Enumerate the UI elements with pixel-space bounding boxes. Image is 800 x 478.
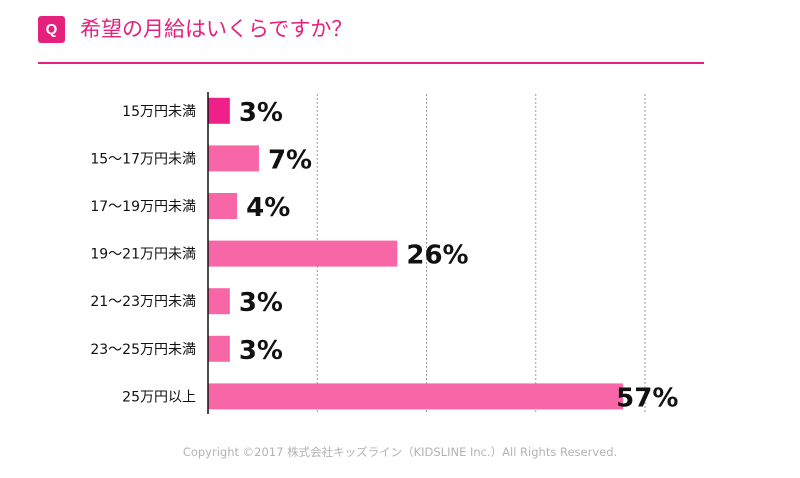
value-label: 3% (239, 288, 283, 318)
value-label: 4% (246, 193, 290, 223)
category-label: 15万円未満 (122, 104, 196, 120)
bar (208, 145, 259, 172)
bar (208, 288, 230, 315)
category-label: 21〜23万円未満 (90, 294, 196, 310)
question-badge: Q (38, 16, 65, 43)
bar (208, 97, 230, 124)
copyright-footer: Copyright ©2017 株式会社キッズライン（KIDSLINE Inc.… (182, 445, 618, 459)
value-label: 3% (239, 98, 283, 128)
title-underline (38, 62, 704, 64)
category-label: 19〜21万円未満 (90, 247, 196, 263)
page-title: 希望の月給はいくらですか？ (80, 17, 353, 41)
value-label: 7% (268, 145, 312, 175)
category-label: 25万円以上 (122, 389, 196, 405)
category-label: 17〜19万円未満 (90, 199, 196, 215)
category-label: 23〜25万円未満 (90, 342, 196, 358)
value-label: 26% (406, 241, 468, 271)
value-label: 3% (239, 336, 283, 366)
bar (208, 383, 624, 410)
bar (208, 240, 398, 267)
value-label: 57% (616, 383, 678, 413)
category-label: 15〜17万円未満 (90, 151, 196, 167)
bar (208, 193, 238, 219)
bar (208, 335, 230, 362)
